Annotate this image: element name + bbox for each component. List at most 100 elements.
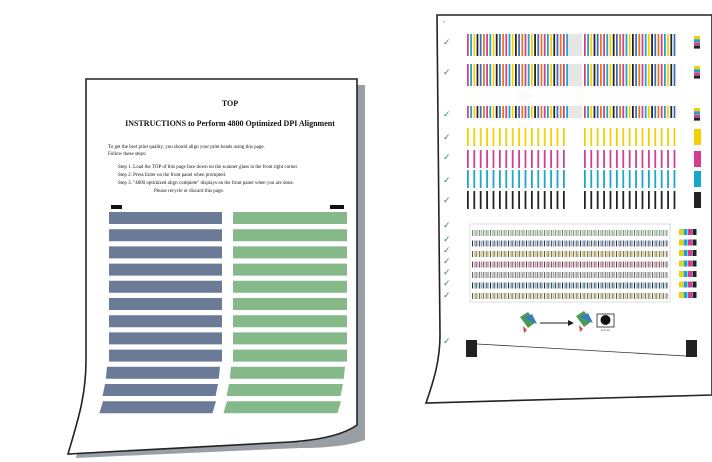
fine-alignment-row — [625, 230, 626, 236]
mixed-ink-pattern — [537, 106, 540, 118]
fine-alignment-row — [502, 261, 504, 268]
fine-alignment-row — [666, 251, 668, 257]
single-ink-pattern — [531, 191, 533, 209]
single-ink-pattern — [587, 170, 589, 188]
fine-alignment-row — [540, 251, 542, 257]
fine-alignment-row — [594, 293, 596, 299]
fine-alignment-row — [655, 282, 657, 289]
single-ink-pattern — [499, 191, 501, 209]
status-check-column: ✓✓✓✓✓✓✓✓✓✓✓✓✓✓✓ — [443, 38, 451, 347]
mixed-ink-pattern — [531, 34, 533, 56]
fine-alignment-row — [515, 282, 517, 289]
fine-alignment-row — [657, 282, 659, 289]
mixed-ink-pattern — [616, 34, 618, 56]
alignment-bar-right — [233, 263, 347, 276]
fine-alignment-row — [619, 261, 621, 268]
alignment-bar-right — [233, 349, 347, 362]
check-icon: ✓ — [443, 246, 451, 256]
fine-alignment-row — [491, 272, 493, 278]
fine-alignment-row — [590, 272, 592, 278]
single-ink-pattern — [628, 191, 631, 209]
fine-alignment-row — [506, 272, 508, 278]
alignment-bars-column-b — [223, 212, 347, 414]
single-ink-pattern — [563, 191, 565, 209]
fine-alignment-row — [472, 230, 473, 236]
fine-alignment-row — [639, 272, 641, 278]
fine-alignment-row — [490, 251, 491, 257]
single-ink-pattern — [600, 150, 602, 168]
fine-alignment-row — [612, 293, 614, 299]
fine-alignment-row — [635, 230, 637, 236]
mixed-ink-pattern — [635, 106, 637, 118]
fine-alignment-row — [659, 240, 661, 247]
fine-alignment-row — [634, 251, 635, 257]
fine-alignment-row — [482, 282, 484, 289]
fine-alignment-row — [520, 272, 522, 278]
fine-alignment-row — [628, 240, 630, 247]
fine-alignment-row — [533, 261, 535, 268]
fine-alignment-row — [594, 240, 596, 247]
single-ink-pattern — [600, 191, 602, 209]
fine-alignment-row — [628, 272, 630, 278]
fine-alignment-row — [563, 293, 565, 299]
fine-alignment-row — [599, 251, 601, 257]
fine-alignment-row — [590, 261, 592, 268]
fine-alignment-row — [520, 261, 522, 268]
single-ink-pattern — [467, 150, 469, 168]
single-ink-pattern — [619, 191, 621, 209]
single-ink-pattern — [502, 150, 504, 168]
mixed-ink-pattern — [625, 106, 628, 118]
fine-alignment-row — [544, 272, 545, 278]
fine-alignment-row — [508, 230, 509, 236]
fine-alignment-row — [495, 293, 497, 299]
fine-alignment-row — [515, 240, 517, 247]
single-ink-pattern — [556, 150, 559, 168]
fine-alignment-row — [641, 261, 643, 268]
fine-alignment-row — [477, 272, 479, 278]
single-ink-pattern — [540, 191, 543, 209]
fine-alignment-row — [590, 251, 592, 257]
fine-alignment-row — [533, 272, 535, 278]
mixed-ink-pattern — [593, 34, 596, 56]
single-ink-pattern — [534, 128, 536, 146]
fine-alignment-row — [513, 240, 515, 247]
single-ink-pattern — [593, 191, 596, 209]
fine-alignment-row — [594, 230, 596, 236]
fine-alignment-row — [589, 282, 590, 289]
fine-alignment-row — [484, 251, 486, 257]
fine-alignment-row — [542, 293, 544, 299]
fine-alignment-row — [572, 282, 574, 289]
fine-alignment-row — [551, 261, 553, 268]
fine-alignment-row — [596, 272, 598, 278]
fine-alignment-row — [472, 282, 473, 289]
fine-alignment-row — [637, 240, 639, 247]
fine-alignment-row — [574, 230, 576, 236]
single-ink-pattern — [467, 191, 469, 209]
fine-alignment-row — [488, 272, 490, 278]
single-ink-pattern — [628, 128, 631, 146]
fine-alignment-row — [490, 261, 491, 268]
mixed-ink-pattern — [467, 34, 469, 56]
fine-alignment-row — [504, 282, 506, 289]
single-ink-pattern — [651, 128, 653, 146]
fine-alignment-row — [610, 293, 612, 299]
fine-alignment-row — [661, 251, 662, 257]
mixed-ink-pattern — [550, 34, 552, 56]
single-ink-pattern — [667, 128, 669, 146]
single-ink-pattern — [483, 150, 485, 168]
fine-alignment-row — [506, 282, 508, 289]
fine-alignment-row — [594, 282, 596, 289]
single-ink-pattern — [670, 170, 673, 188]
fine-alignment-row — [529, 293, 531, 299]
color-chip — [679, 260, 683, 267]
fine-alignment-row — [545, 230, 547, 236]
single-ink-pattern — [638, 170, 641, 188]
single-ink-pattern — [644, 128, 647, 146]
fine-alignment-row — [531, 272, 533, 278]
single-ink-pattern — [609, 191, 612, 209]
fine-alignment-row — [610, 272, 612, 278]
fine-alignment-row — [598, 240, 599, 247]
single-ink-pattern — [476, 191, 479, 209]
fine-alignment-row — [533, 251, 535, 257]
fine-alignment-row — [657, 240, 659, 247]
